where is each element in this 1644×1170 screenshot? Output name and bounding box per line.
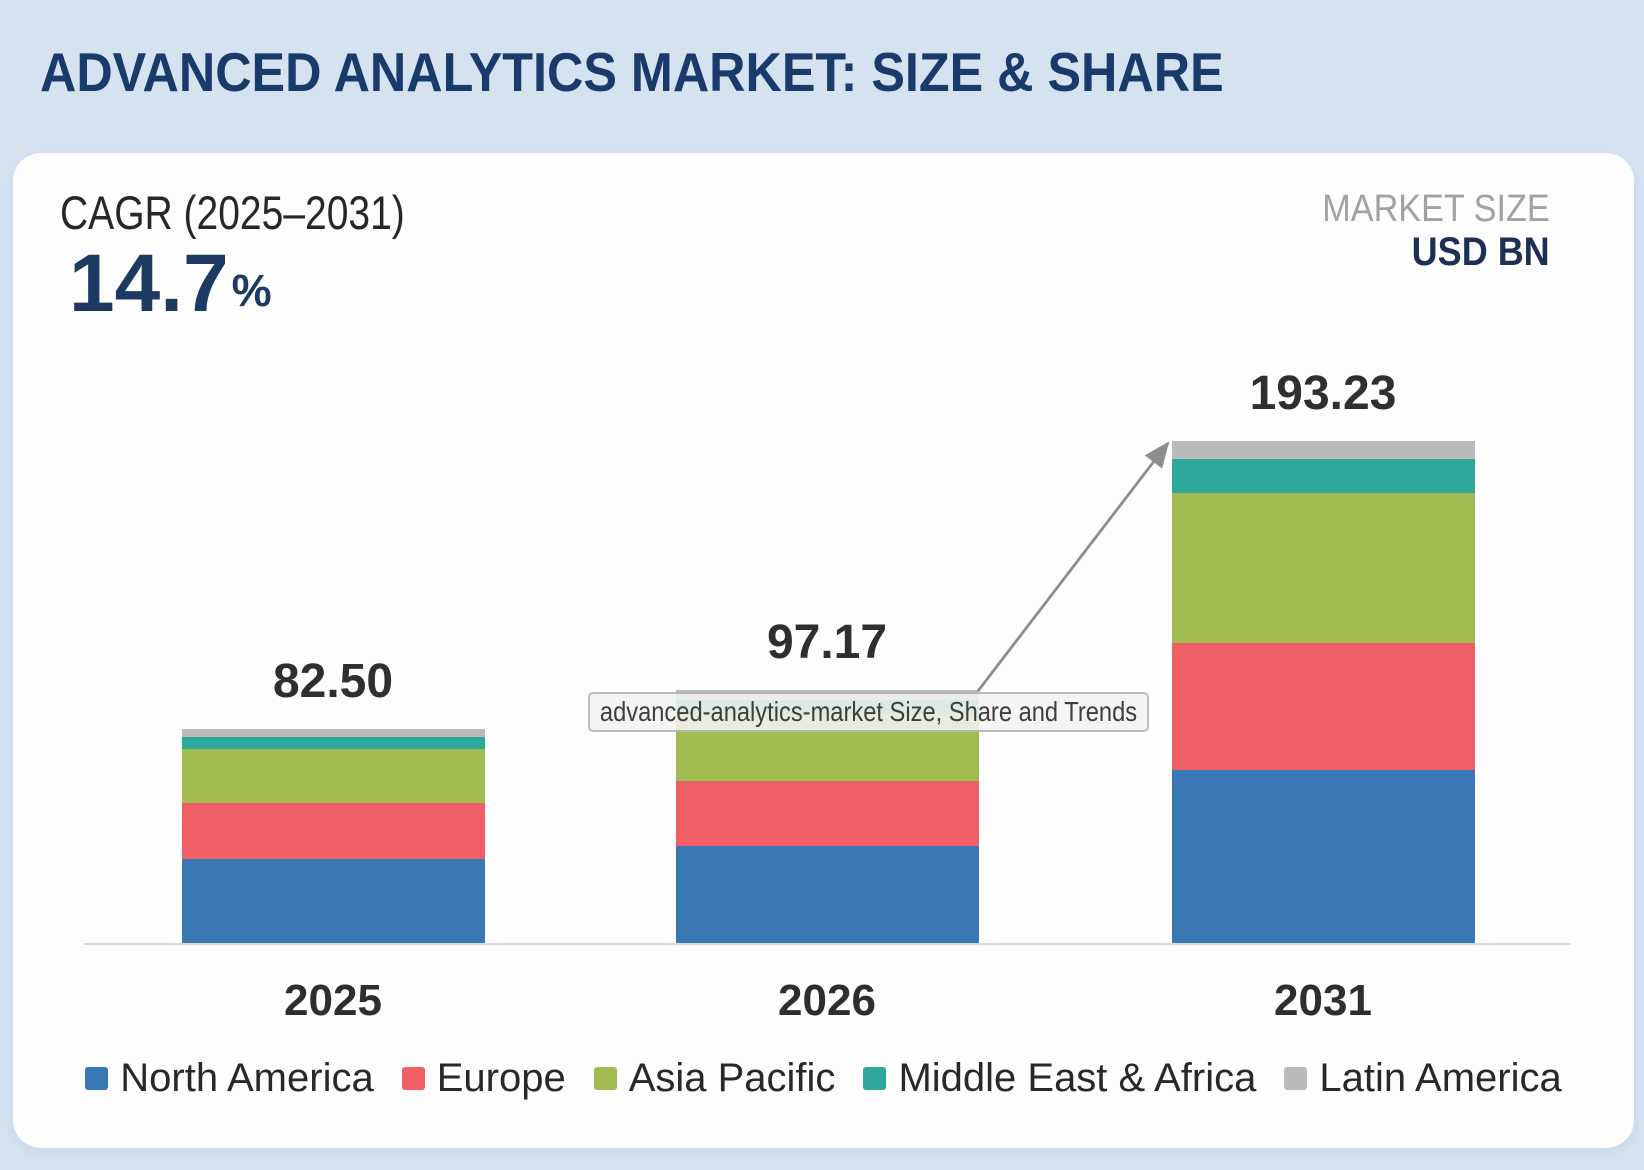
tooltip-text: advanced-analytics-market Size, Share an… [599, 696, 1138, 727]
x-tick-label-2025: 2025 [284, 976, 382, 1025]
bar-2031-segment-asia-pacific [1171, 493, 1475, 644]
legend-item-latin-america: Latin America [1284, 1056, 1562, 1100]
legend-swatch-icon [593, 1066, 617, 1090]
chart-area: 82.50 2025 97.17 2026 193.23 2031 advanced-an… [13, 153, 1634, 1148]
legend-swatch-icon [1284, 1066, 1308, 1090]
legend-label: Europe [436, 1056, 566, 1100]
cagr-block: CAGR (2025–2031) 14.7% [60, 189, 475, 325]
bar-2031-segment-north-america [1171, 769, 1475, 943]
legend-item-europe: Europe [401, 1056, 566, 1100]
bar-2025-segment-north-america [181, 858, 485, 943]
legend-label: Latin America [1319, 1056, 1562, 1100]
legend-swatch-icon [863, 1066, 887, 1090]
legend-label: Middle East & Africa [898, 1056, 1257, 1100]
bar-2031-segment-europe [1171, 643, 1475, 770]
bar-2026-segment-europe [675, 780, 979, 846]
x-tick-label-2031: 2031 [1274, 976, 1372, 1025]
bar-value-label-2025: 82.50 [272, 654, 394, 708]
growth-arrow-line [976, 441, 1170, 692]
cagr-value-row: 14.7% [69, 243, 475, 325]
x-tick-label-2026: 2026 [778, 976, 876, 1025]
bar-2025-segment-latin-america [181, 728, 485, 737]
cagr-label: CAGR (2025–2031) [60, 186, 405, 239]
market-size-block: MARKET SIZE USD BN [1297, 190, 1550, 272]
market-size-unit: USD BN [1411, 230, 1550, 274]
page-title: ADVANCED ANALYTICS MARKET: SIZE & SHARE [40, 41, 1224, 103]
bar-2026 [675, 690, 979, 943]
bar-2031-segment-middle-east-africa [1171, 459, 1475, 494]
legend-swatch-icon [401, 1066, 425, 1090]
bar-2025 [181, 728, 485, 944]
tooltip: advanced-analytics-market Size, Share an… [588, 692, 1149, 732]
bar-value-label-2031: 193.23 [1249, 366, 1397, 420]
cagr-unit: % [231, 265, 272, 316]
legend-item-north-america: North America [85, 1056, 374, 1100]
legend-item-middle-east-africa: Middle East & Africa [863, 1058, 1256, 1098]
market-size-label: MARKET SIZE [1322, 188, 1550, 230]
legend-label: North America [120, 1056, 374, 1100]
bar-2025-segment-asia-pacific [181, 748, 485, 804]
bar-value-label-2026: 97.17 [766, 616, 888, 670]
legend-label: Asia Pacific [628, 1056, 836, 1100]
bar-2031-segment-latin-america [1171, 440, 1475, 460]
legend-swatch-icon [85, 1066, 109, 1090]
cagr-value: 14.7 [69, 238, 229, 329]
bar-2025-segment-europe [181, 803, 485, 859]
bar-2025-segment-middle-east-africa [181, 736, 485, 749]
bar-2031 [1171, 440, 1475, 943]
chart-card: CAGR (2025–2031) 14.7% MARKET SIZE USD B… [13, 153, 1634, 1148]
x-axis-line [84, 943, 1571, 945]
legend-item-asia-pacific: Asia Pacific [593, 1056, 836, 1100]
legend: North America Europe Asia Pacific Middle Ea… [13, 1056, 1634, 1100]
bar-2026-segment-north-america [675, 845, 979, 943]
